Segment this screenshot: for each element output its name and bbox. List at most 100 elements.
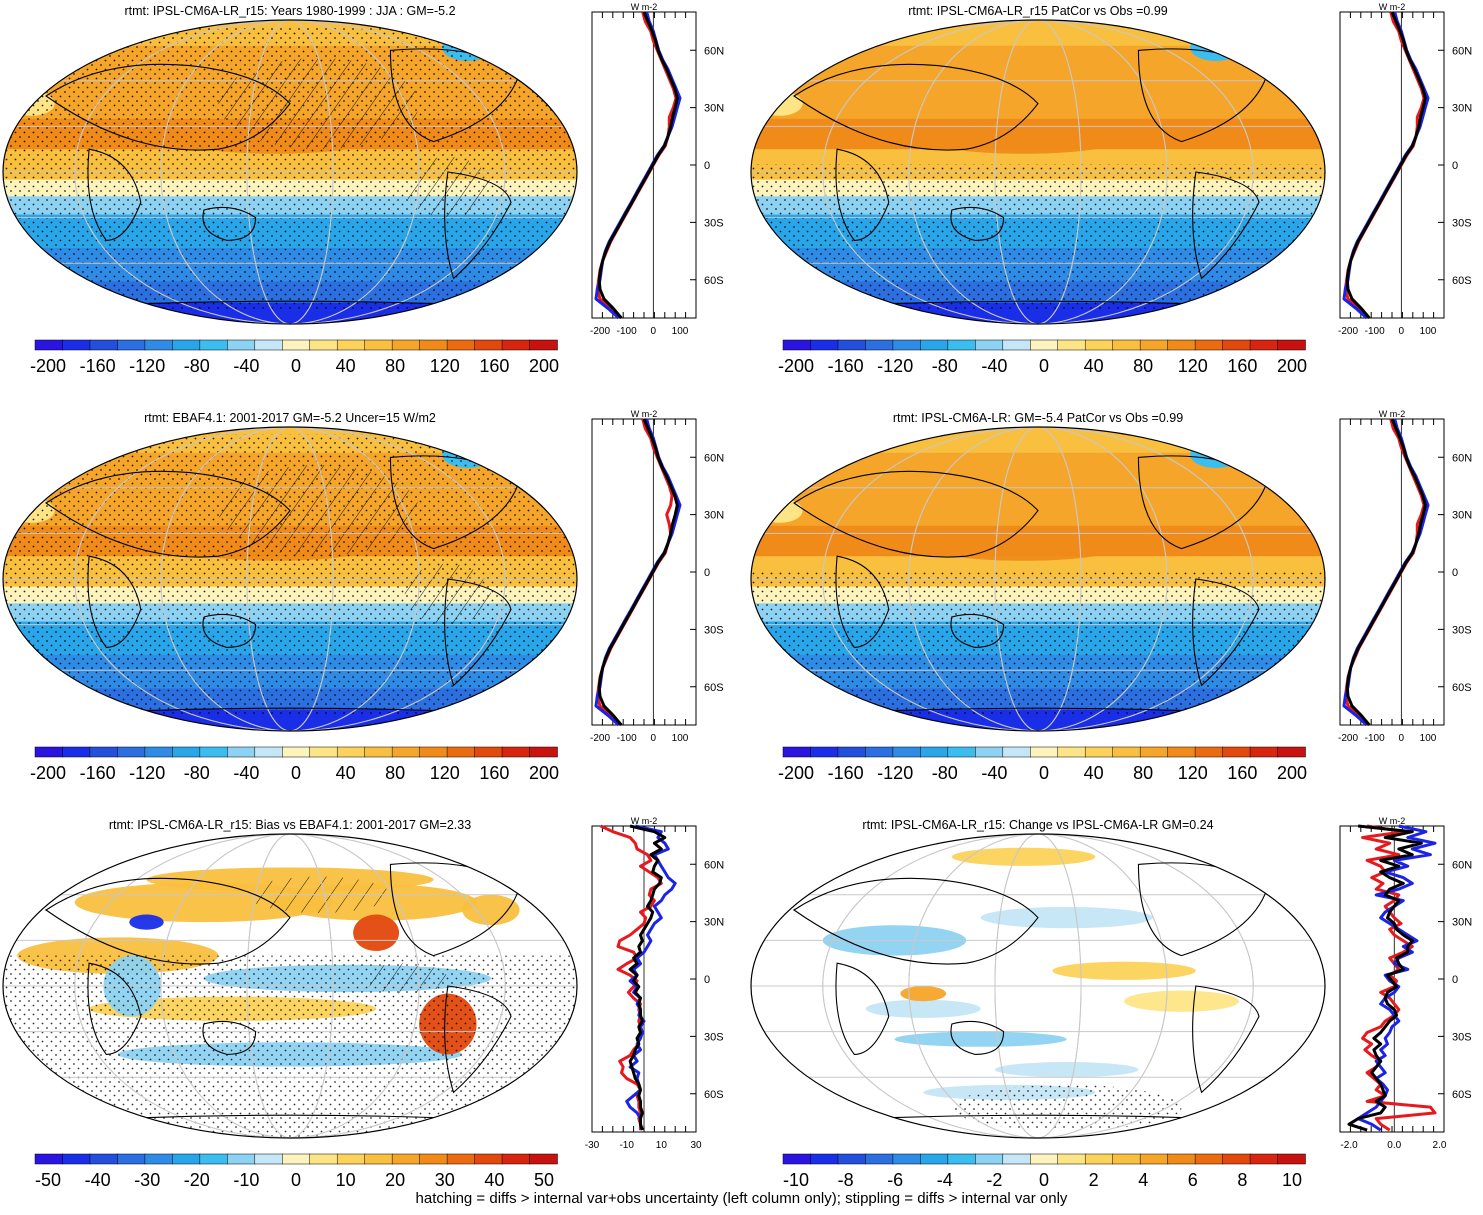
colorbar-swatch <box>529 1153 558 1165</box>
colorbar-swatch <box>89 1153 119 1165</box>
colorbar-swatch <box>474 339 503 351</box>
panel-5: rtmt: IPSL-CM6A-LR_r15: Bias vs EBAF4.1:… <box>2 816 724 1190</box>
colorbar-swatch <box>227 339 256 351</box>
colorbar-tick-label: 0 <box>291 763 301 783</box>
panel-title: rtmt: IPSL-CM6A-LR: GM=-5.4 PatCor vs Ob… <box>893 411 1183 425</box>
coastline <box>793 877 1039 965</box>
colorbar-tick-label: 8 <box>1237 1170 1247 1190</box>
coastline <box>87 555 142 648</box>
map-border <box>2 19 578 325</box>
colorbar-swatch <box>419 339 448 351</box>
colorbar-tick-label: -40 <box>233 763 259 783</box>
colorbar-swatch <box>947 339 977 351</box>
colorbar-tick-label: 0 <box>291 1170 301 1190</box>
colorbar-swatch <box>1167 339 1196 351</box>
colorbar-swatch <box>1222 746 1251 758</box>
colorbar-swatch <box>117 1153 146 1165</box>
coastline <box>950 1020 1005 1055</box>
colorbar-swatch <box>282 746 311 758</box>
profile-frame <box>1339 418 1445 726</box>
colorbar-swatch <box>446 1153 476 1165</box>
colorbar-swatch <box>144 339 174 351</box>
colorbar-swatch <box>199 339 229 351</box>
colorbar-swatch <box>419 746 448 758</box>
colorbar-swatch <box>391 1153 421 1165</box>
graticule-lon <box>160 834 420 1138</box>
panel-title: rtmt: IPSL-CM6A-LR_r15: Change vs IPSL-C… <box>862 818 1213 832</box>
cold-patch <box>1190 440 1242 469</box>
colorbar-swatch <box>975 746 1004 758</box>
colorbar-swatch <box>89 746 119 758</box>
profile-lat-label: 30N <box>1452 103 1472 115</box>
coastline <box>389 48 521 143</box>
panel-title: rtmt: IPSL-CM6A-LR_r15: Bias vs EBAF4.1:… <box>109 818 471 832</box>
colorbar-swatch <box>254 746 284 758</box>
colorbar-tick-label: -200 <box>30 356 66 376</box>
colorbar-tick-label: -40 <box>981 763 1007 783</box>
profile-series-model_b <box>597 418 679 726</box>
colorbar-tick-label: -6 <box>887 1170 903 1190</box>
colorbar-tick-label: 80 <box>1133 356 1153 376</box>
colorbar-swatch <box>837 1153 867 1165</box>
graticule-lon <box>822 20 1254 324</box>
colorbar-swatch <box>892 746 922 758</box>
colorbar-swatch <box>282 339 311 351</box>
panel-4: rtmt: IPSL-CM6A-LR: GM=-5.4 PatCor vs Ob… <box>750 409 1472 783</box>
profile-x-label: 2.0 <box>1433 1140 1447 1151</box>
profile-x-label: 10 <box>656 1140 668 1151</box>
profile-x-label: -100 <box>617 326 637 337</box>
profile-lat-label: 60N <box>704 45 724 57</box>
colorbar-swatch <box>62 339 91 351</box>
colorbar-swatch <box>446 339 476 351</box>
profile-lat-label: 30N <box>704 917 724 929</box>
profile-series-model_b <box>628 824 667 1131</box>
colorbar-tick-label: 0 <box>1039 356 1049 376</box>
colorbar-swatch <box>309 1153 338 1165</box>
colorbar-tick-label: 40 <box>336 763 356 783</box>
profile-x-label: -100 <box>1365 733 1385 744</box>
colorbar-tick-label: -8 <box>838 1170 854 1190</box>
colorbar-swatch <box>1112 746 1141 758</box>
colorbar-tick-label: 10 <box>336 1170 356 1190</box>
colorbar-swatch <box>34 746 64 758</box>
profile-frame <box>591 418 697 726</box>
colorbar-tick-label: -40 <box>981 356 1007 376</box>
colorbar-swatch <box>1139 1153 1169 1165</box>
colorbar-swatch <box>782 1153 812 1165</box>
colorbar-swatch <box>62 1153 91 1165</box>
warm-patch <box>923 123 1125 154</box>
colorbar-tick-label: -10 <box>233 1170 259 1190</box>
profile-lat-label: 30S <box>1452 624 1472 636</box>
colorbar-tick-label: -200 <box>778 763 814 783</box>
profile-lat-label: 0 <box>1452 160 1458 172</box>
profile-x-label: 0 <box>651 733 657 744</box>
colorbar-tick-label: -200 <box>778 356 814 376</box>
colorbar-swatch <box>1002 1153 1032 1165</box>
colorbar-swatch <box>336 746 366 758</box>
stippling <box>3 955 577 1138</box>
profile-lat-label: 60N <box>1452 859 1472 871</box>
colorbar-swatch <box>1112 1153 1141 1165</box>
colorbar-tick-label: -80 <box>932 356 958 376</box>
colorbar-swatch <box>837 339 867 351</box>
colorbar-swatch <box>810 1153 839 1165</box>
panel-title: rtmt: EBAF4.1: 2001-2017 GM=-5.2 Uncer=1… <box>144 411 436 425</box>
colorbar-swatch <box>1194 746 1224 758</box>
change-patch <box>900 986 947 1002</box>
colorbar-swatch <box>865 1153 894 1165</box>
graticule-lon <box>822 834 1254 1138</box>
panel-6: rtmt: IPSL-CM6A-LR_r15: Change vs IPSL-C… <box>750 816 1472 1190</box>
colorbar-tick-label: -160 <box>80 763 116 783</box>
profile-lat-label: 30N <box>1452 510 1472 522</box>
map-border <box>750 833 1326 1139</box>
profile-frame <box>1339 11 1445 319</box>
colorbar-swatch <box>117 746 146 758</box>
map-border <box>2 833 578 1139</box>
colorbar-swatch <box>782 746 812 758</box>
colorbar-swatch <box>501 746 531 758</box>
change-patch <box>1052 961 1196 980</box>
colorbar-tick-label: 200 <box>1277 356 1307 376</box>
colorbar-tick-label: 4 <box>1138 1170 1148 1190</box>
profile-series-model_b <box>1347 824 1423 1132</box>
colorbar-swatch <box>144 1153 174 1165</box>
